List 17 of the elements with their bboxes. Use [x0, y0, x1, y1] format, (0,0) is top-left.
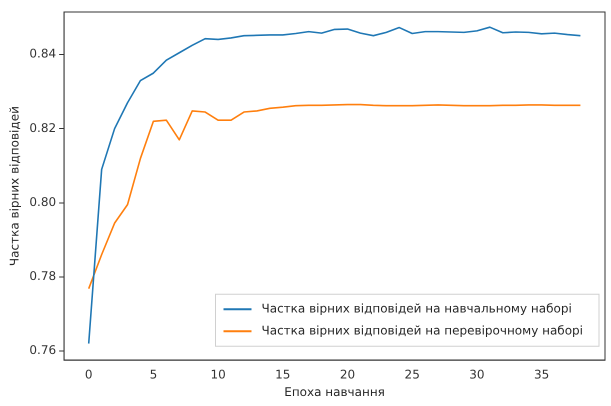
legend-label: Частка вірних відповідей на навчальному наборі: [261, 301, 572, 316]
x-tick-label: 10: [210, 368, 226, 382]
legend-label: Частка вірних відповідей на перевірочному наборі: [261, 323, 584, 338]
y-tick-label: 0.84: [29, 46, 56, 61]
y-tick-label: 0.76: [29, 343, 56, 358]
x-tick-label: 5: [150, 368, 158, 382]
x-tick-label: 35: [534, 368, 550, 382]
x-tick-label: 20: [340, 368, 356, 382]
y-axis-title: Частка вірних відповідей: [7, 106, 22, 266]
y-tick-label: 0.80: [29, 194, 56, 209]
x-tick-label: 25: [404, 368, 420, 382]
y-tick-label: 0.82: [29, 120, 56, 135]
y-tick-label: 0.78: [29, 268, 56, 283]
x-axis-title: Епоха навчання: [284, 384, 385, 399]
x-tick-label: 15: [275, 368, 290, 382]
x-tick-label: 0: [84, 368, 93, 382]
x-tick-label: 30: [469, 368, 485, 382]
